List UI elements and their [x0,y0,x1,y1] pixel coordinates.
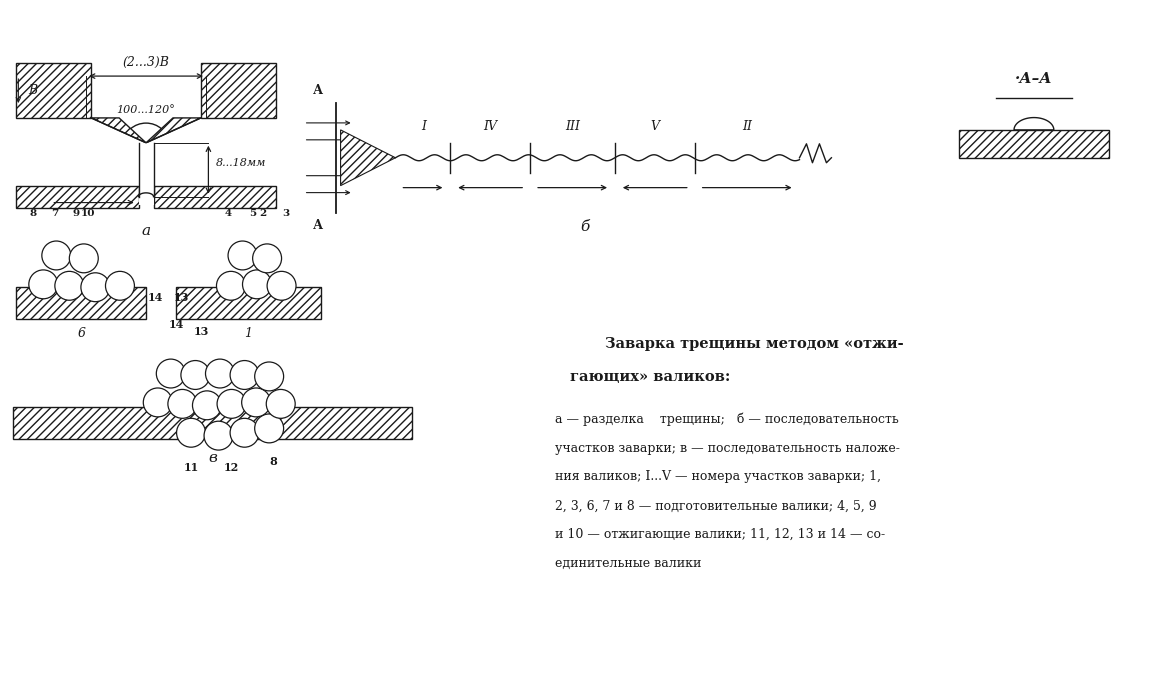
Circle shape [252,244,281,273]
Text: В: В [28,84,37,96]
Circle shape [181,361,210,390]
Text: участков заварки; в — последовательность наложе-: участков заварки; в — последовательность… [555,441,899,455]
Polygon shape [91,118,146,143]
Text: 11: 11 [183,462,199,473]
Polygon shape [341,130,396,185]
Text: 13: 13 [194,327,209,338]
Text: II: II [742,120,752,133]
Circle shape [193,391,222,420]
Text: 5: 5 [249,209,256,218]
Text: V: V [651,120,659,133]
Circle shape [230,418,259,447]
Text: а: а [141,224,151,239]
Text: 3: 3 [283,209,290,218]
Circle shape [230,361,259,390]
Bar [153,185,276,208]
Bar [13,407,412,439]
Bar [16,63,91,118]
Circle shape [255,414,284,443]
Bar [16,185,139,208]
Circle shape [243,270,271,299]
Text: 14: 14 [147,292,162,302]
Bar [16,287,146,319]
Circle shape [228,241,257,270]
Text: гающих» валиков:: гающих» валиков: [570,370,730,384]
Text: 14: 14 [169,319,185,330]
Text: 9: 9 [72,209,81,218]
Circle shape [255,362,284,391]
Circle shape [206,359,235,388]
Text: б: б [580,219,590,233]
Bar [201,63,276,118]
Circle shape [69,244,98,273]
Text: 8...18мм: 8...18мм [215,158,266,167]
Text: А: А [313,84,322,97]
Text: (2...3)В: (2...3)В [123,56,169,69]
Circle shape [267,271,296,300]
Text: IV: IV [484,120,498,133]
Circle shape [266,390,296,418]
Polygon shape [146,118,201,143]
Circle shape [176,418,206,447]
Bar [139,143,153,205]
Text: А: А [313,219,322,232]
Circle shape [157,359,186,388]
Circle shape [216,271,245,300]
Text: 10: 10 [81,209,96,218]
Text: 1: 1 [244,327,252,340]
Polygon shape [146,118,201,143]
Text: III: III [565,120,580,133]
Circle shape [217,390,246,418]
Text: 13: 13 [173,292,189,302]
Text: единительные валики: единительные валики [555,557,702,570]
Text: 4: 4 [224,209,231,218]
Text: 8: 8 [270,456,277,467]
Text: ·А–А: ·А–А [1015,72,1052,86]
Circle shape [204,421,232,450]
Text: 7: 7 [51,209,58,218]
Text: ния валиков; I...V — номера участков заварки; 1,: ния валиков; I...V — номера участков зав… [555,471,881,484]
Bar [959,130,1108,158]
Text: 2: 2 [259,209,266,218]
Text: а — разделка    трещины;   б — последовательность: а — разделка трещины; б — последовательн… [555,412,899,426]
Text: 2, 3, 6, 7 и 8 — подготовительные валики; 4, 5, 9: 2, 3, 6, 7 и 8 — подготовительные валики… [555,500,877,512]
Text: Заварка трещины методом «отжи-: Заварка трещины методом «отжи- [605,337,904,351]
Text: в: в [208,450,217,464]
Circle shape [242,388,271,417]
Polygon shape [1014,118,1054,130]
Circle shape [42,241,71,270]
Circle shape [55,271,84,300]
Circle shape [81,273,110,302]
Circle shape [144,388,172,417]
Circle shape [168,390,197,418]
Polygon shape [91,118,146,143]
Text: и 10 — отжигающие валики; 11, 12, 13 и 14 — со-: и 10 — отжигающие валики; 11, 12, 13 и 1… [555,528,885,541]
Circle shape [29,270,57,299]
Text: I: I [422,120,426,133]
Text: 6: 6 [77,327,85,340]
Circle shape [105,271,134,300]
Bar [176,287,321,319]
Text: 8: 8 [29,209,36,218]
Text: 12: 12 [224,462,239,473]
Text: 100...120°: 100...120° [117,105,175,115]
